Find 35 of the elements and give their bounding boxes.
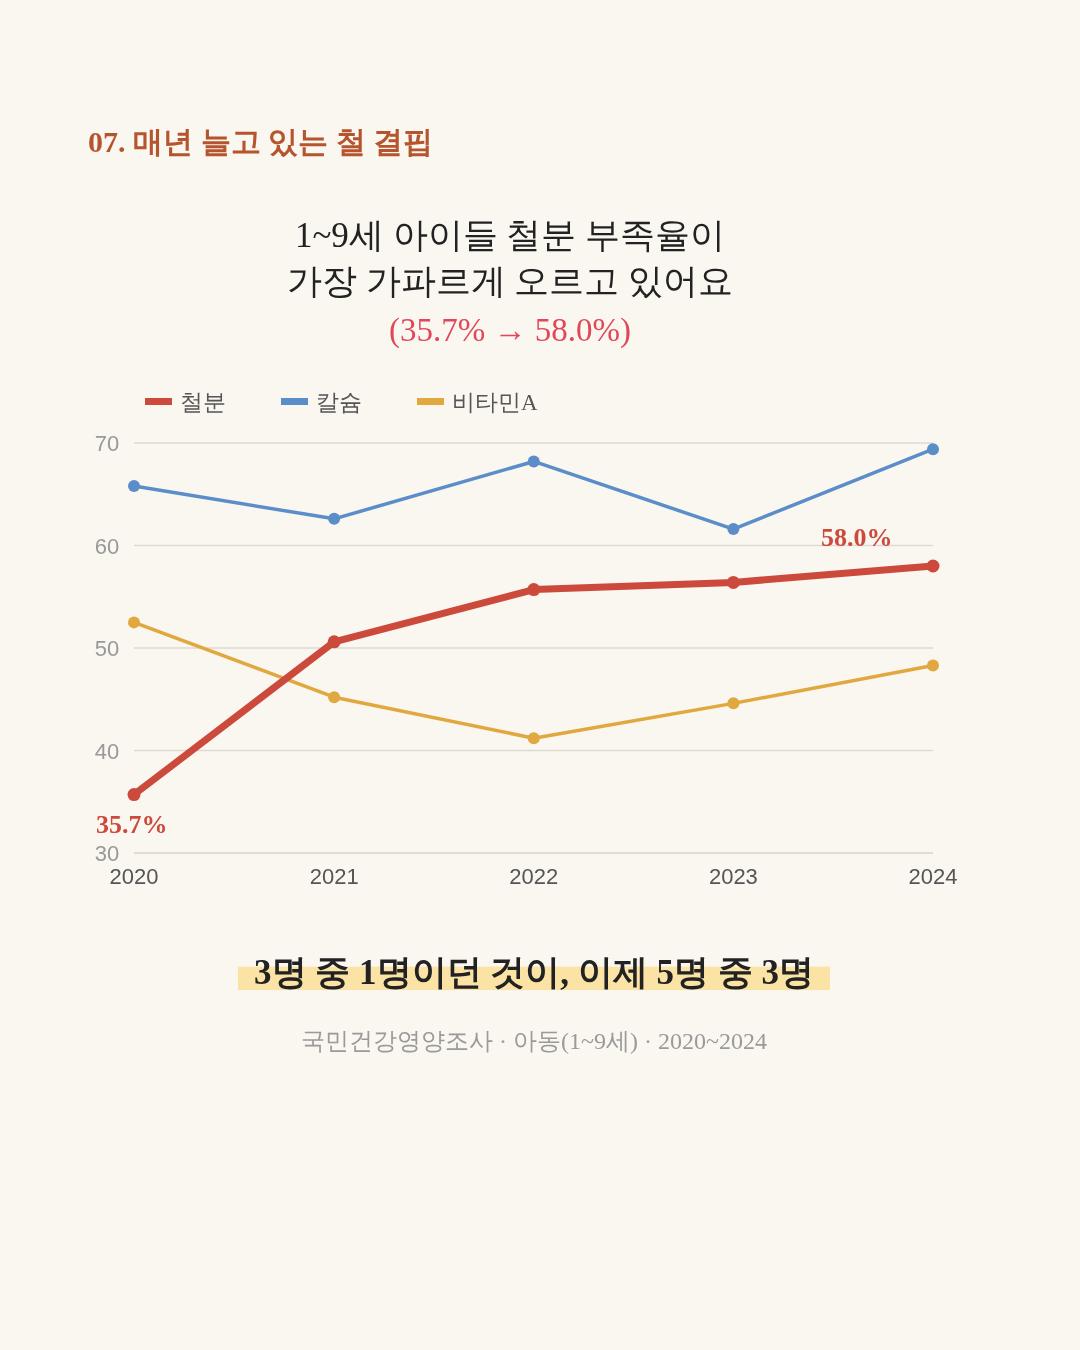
x-tick-label: 2024: [908, 864, 958, 889]
x-tick-label: 2020: [109, 864, 159, 889]
point: [726, 575, 740, 589]
point: [128, 480, 140, 493]
x-tick-label: 2023: [708, 864, 758, 889]
data-label: 35.7%: [96, 809, 168, 839]
point: [128, 616, 140, 629]
point: [727, 523, 740, 536]
legend-label: 철분: [180, 390, 226, 415]
text: 3명 중 1명이던 것이, 이제 5명 중 3명: [254, 953, 814, 992]
x-tick-label: 2021: [309, 864, 359, 889]
y-tick-label: 30: [94, 841, 120, 866]
point: [527, 732, 540, 745]
point: [727, 697, 740, 710]
chart-title: 07. 매년 늘고 있는 철 결핍: [88, 125, 433, 158]
legend-label: 칼슘: [316, 390, 362, 415]
y-tick-label: 50: [94, 636, 120, 661]
point: [927, 659, 939, 672]
text: (35.7% → 58.0%): [389, 312, 631, 349]
y-tick-label: 60: [94, 533, 120, 559]
x-tick-label: 2022: [509, 864, 559, 889]
point: [926, 559, 940, 573]
point: [328, 512, 341, 525]
point: [127, 788, 141, 802]
point: [927, 443, 939, 456]
y-tick-label: 70: [94, 431, 120, 456]
point: [527, 455, 540, 468]
legend-label: 비타민A: [452, 390, 538, 415]
point: [527, 583, 541, 597]
text: 국민건강영양조사 · 아동(1~9세) · 2020~2024: [301, 1028, 767, 1054]
point: [327, 635, 341, 649]
data-label: 58.0%: [821, 523, 893, 552]
point: [328, 691, 341, 704]
y-tick-label: 40: [94, 738, 120, 764]
chart-subtitle: 1~9세 아이들 철분 부족율이 가장 가파르게 오르고 있어요: [286, 216, 734, 301]
